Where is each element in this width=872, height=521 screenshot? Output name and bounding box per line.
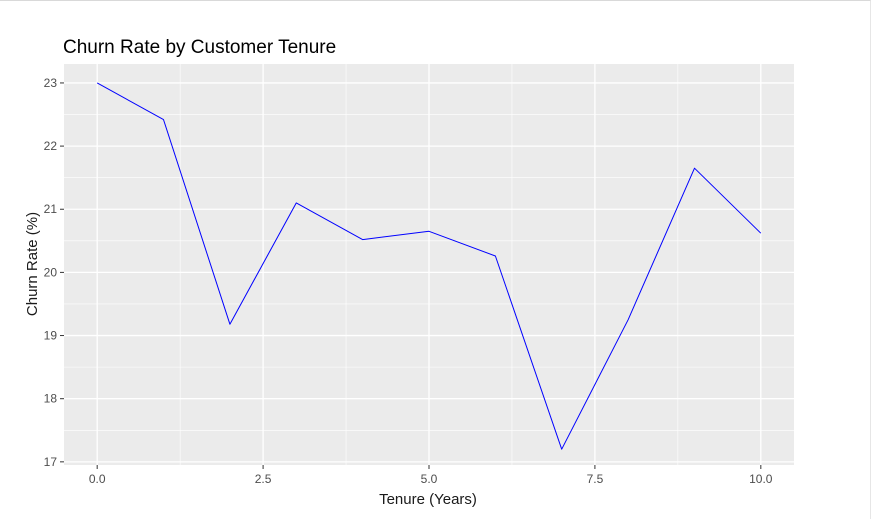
y-tick-label: 19 xyxy=(44,329,58,343)
x-tick-label: 10.0 xyxy=(749,472,773,486)
x-tick-label: 2.5 xyxy=(255,472,272,486)
y-tick-label: 22 xyxy=(44,139,58,153)
y-tick-label: 20 xyxy=(44,265,58,279)
chart-title: Churn Rate by Customer Tenure xyxy=(63,37,336,58)
y-tick-label: 23 xyxy=(44,76,58,90)
grid-major xyxy=(64,64,794,465)
y-tick-label: 18 xyxy=(44,392,58,406)
x-tick-label: 7.5 xyxy=(587,472,604,486)
series-group xyxy=(96,82,762,450)
x-tick-label: 5.0 xyxy=(421,472,438,486)
y-tick-label: 21 xyxy=(44,202,58,216)
series-line xyxy=(96,82,762,450)
axes: 0.0 2.5 5.0 7.5 10.0 17 18 19 20 21 22 23 xyxy=(44,76,773,486)
x-axis-title: Tenure (Years) xyxy=(379,491,477,508)
y-tick-label: 17 xyxy=(44,455,58,469)
y-axis-title: Churn Rate (%) xyxy=(24,212,41,316)
x-tick-label: 0.0 xyxy=(89,472,106,486)
